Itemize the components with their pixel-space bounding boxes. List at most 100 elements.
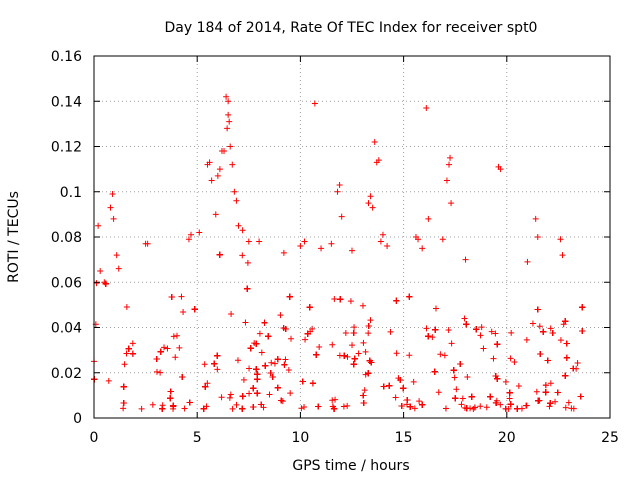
data-point xyxy=(384,243,391,250)
data-point xyxy=(212,211,219,218)
data-point xyxy=(562,318,569,325)
data-point xyxy=(375,157,382,164)
data-point xyxy=(565,399,572,406)
data-point xyxy=(459,395,466,402)
data-point xyxy=(201,361,208,368)
data-point xyxy=(523,336,530,343)
data-point xyxy=(123,350,130,357)
data-point xyxy=(318,245,325,252)
data-point xyxy=(196,229,203,236)
data-point xyxy=(461,315,468,322)
data-point xyxy=(188,231,195,238)
data-point xyxy=(304,330,311,337)
data-point xyxy=(547,325,554,332)
data-point xyxy=(256,330,263,337)
data-point xyxy=(535,397,542,404)
data-point xyxy=(443,177,450,184)
data-point xyxy=(433,305,440,312)
data-point xyxy=(120,399,127,406)
data-point xyxy=(451,374,458,381)
data-point xyxy=(441,352,448,359)
data-point xyxy=(280,324,287,331)
data-point xyxy=(340,403,347,410)
data-point xyxy=(167,388,174,395)
data-point xyxy=(302,336,309,343)
data-point xyxy=(552,398,559,405)
data-point xyxy=(287,390,294,397)
data-point xyxy=(286,293,293,300)
data-point xyxy=(229,405,236,412)
data-point xyxy=(227,143,234,150)
y-tick-label: 0.12 xyxy=(51,140,82,156)
data-point xyxy=(129,340,136,347)
x-tick-label: 20 xyxy=(498,430,516,446)
data-point xyxy=(423,325,430,332)
data-point xyxy=(515,383,522,390)
data-point xyxy=(247,345,254,352)
x-axis-label: GPS time / hours xyxy=(292,458,409,474)
data-point xyxy=(172,354,179,361)
chart-title: Day 184 of 2014, Rate Of TEC Index for r… xyxy=(165,20,538,36)
data-point xyxy=(560,321,567,328)
data-point xyxy=(285,366,292,373)
data-point xyxy=(157,369,164,376)
data-point xyxy=(365,200,372,207)
data-point xyxy=(121,361,128,368)
data-point xyxy=(144,240,151,247)
data-point xyxy=(404,397,411,404)
data-point xyxy=(411,405,418,412)
data-point xyxy=(524,258,531,265)
data-point xyxy=(508,329,515,336)
data-point xyxy=(229,161,236,168)
data-point xyxy=(432,326,439,333)
data-point xyxy=(123,304,130,311)
data-point xyxy=(231,188,238,195)
data-point xyxy=(365,322,372,329)
data-point xyxy=(233,197,240,204)
data-point xyxy=(105,377,112,384)
data-point xyxy=(216,166,223,173)
data-point xyxy=(544,357,551,364)
data-point xyxy=(464,374,471,381)
data-point xyxy=(547,380,554,387)
data-point xyxy=(242,319,249,326)
data-point xyxy=(178,293,185,300)
data-point xyxy=(214,366,221,373)
y-tick-label: 0.04 xyxy=(51,321,82,337)
data-point xyxy=(371,138,378,145)
y-tick-label: 0.06 xyxy=(51,275,82,291)
data-point xyxy=(369,204,376,211)
data-point xyxy=(97,267,104,274)
data-point xyxy=(244,285,251,292)
data-point xyxy=(511,358,518,365)
data-point xyxy=(170,333,177,340)
data-point xyxy=(278,397,285,404)
data-point xyxy=(254,371,261,378)
data-point xyxy=(362,348,369,355)
data-point xyxy=(214,172,221,179)
data-point xyxy=(387,328,394,335)
data-point xyxy=(452,395,459,402)
data-point xyxy=(477,403,484,410)
data-point xyxy=(208,177,215,184)
data-point xyxy=(313,351,320,358)
data-point xyxy=(419,401,426,408)
data-point xyxy=(253,340,260,347)
data-point xyxy=(206,159,213,166)
data-points xyxy=(91,93,586,412)
data-point xyxy=(261,319,268,326)
data-point xyxy=(503,405,510,412)
data-point xyxy=(113,252,120,259)
data-point xyxy=(211,360,218,367)
data-point xyxy=(490,355,497,362)
data-point xyxy=(563,340,570,347)
data-point xyxy=(423,105,430,112)
data-point xyxy=(109,191,116,198)
data-point xyxy=(577,393,584,400)
data-point xyxy=(457,360,464,367)
data-point xyxy=(281,361,288,368)
data-point xyxy=(563,354,570,361)
data-point xyxy=(514,405,521,412)
data-point xyxy=(180,308,187,315)
